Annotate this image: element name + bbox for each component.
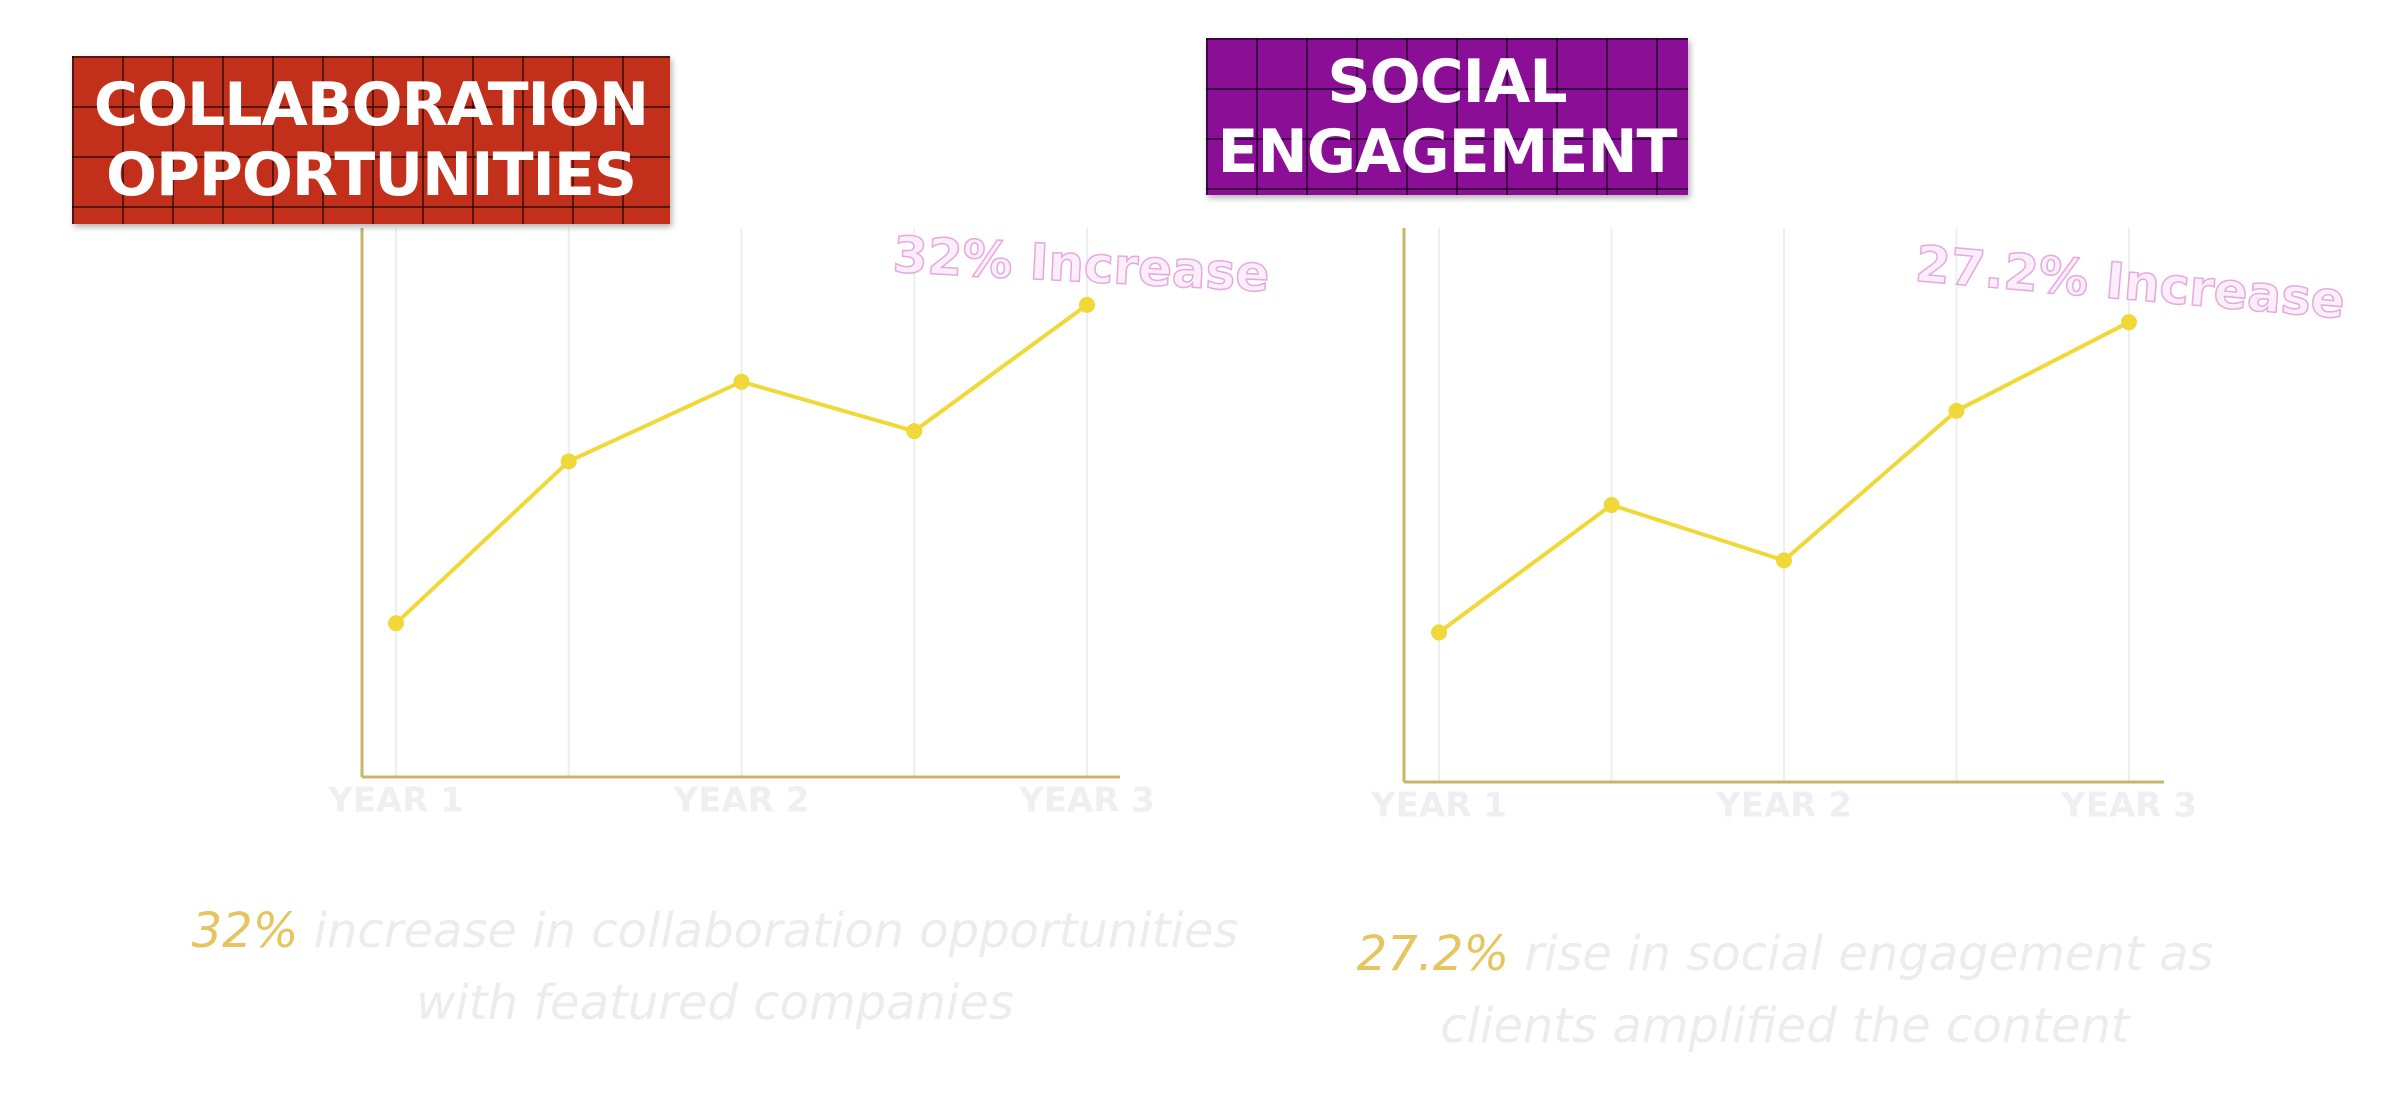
caption-highlight: 27.2% <box>1356 926 1510 982</box>
point <box>906 423 923 440</box>
point <box>1431 624 1447 641</box>
caption-text: increase in collaboration opportunities … <box>313 903 1239 1031</box>
point <box>1603 497 1620 513</box>
point <box>560 453 577 470</box>
caption-text: rise in social engagement as clients amp… <box>1440 926 2214 1054</box>
x-tick-label: YEAR 1 <box>1370 786 1507 826</box>
x-tick-label: YEAR 1 <box>327 781 464 821</box>
caption: 32% increase in collaboration opportunit… <box>190 895 1240 1039</box>
x-tick-label: YEAR 3 <box>2060 786 2197 826</box>
point <box>733 373 750 390</box>
x-tick-label: YEAR 2 <box>673 781 810 821</box>
point <box>2121 314 2137 331</box>
point <box>1948 402 1965 419</box>
point <box>388 615 404 632</box>
x-tick-label: YEAR 2 <box>1715 786 1852 826</box>
chart-title: SOCIAL ENGAGEMENT <box>1206 38 1688 195</box>
point <box>1079 296 1095 313</box>
point <box>1776 552 1792 569</box>
annotation: 32% Increase <box>891 226 1270 304</box>
chart-title: COLLABORATION OPPORTUNITIES <box>72 56 670 224</box>
x-tick-label: YEAR 3 <box>1018 781 1155 821</box>
caption-highlight: 32% <box>191 903 299 959</box>
caption: 27.2% rise in social engagement as clien… <box>1310 918 2260 1062</box>
